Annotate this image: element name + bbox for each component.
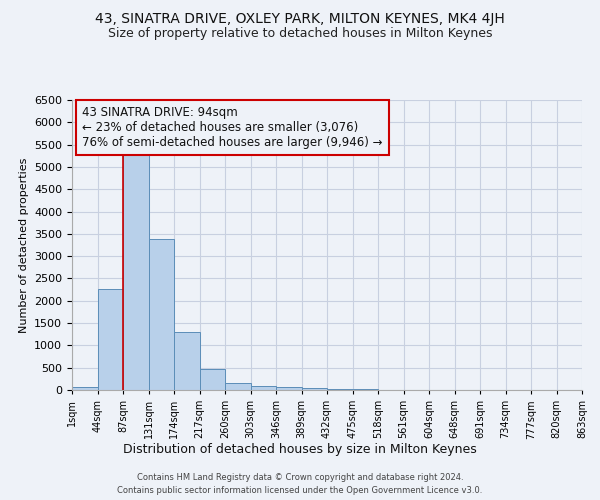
Bar xyxy=(149,239,174,390)
Y-axis label: Number of detached properties: Number of detached properties xyxy=(19,158,29,332)
Text: Size of property relative to detached houses in Milton Keynes: Size of property relative to detached ho… xyxy=(108,28,492,40)
Bar xyxy=(302,388,327,390)
Bar xyxy=(199,368,225,390)
Bar xyxy=(353,389,378,390)
Bar xyxy=(72,387,97,390)
Bar xyxy=(123,147,149,390)
Text: Contains HM Land Registry data © Crown copyright and database right 2024.: Contains HM Land Registry data © Crown c… xyxy=(137,472,463,482)
Text: Contains public sector information licensed under the Open Government Licence v3: Contains public sector information licen… xyxy=(118,486,482,495)
Bar xyxy=(251,386,276,390)
Bar xyxy=(276,388,302,390)
Text: Distribution of detached houses by size in Milton Keynes: Distribution of detached houses by size … xyxy=(123,442,477,456)
Text: 43 SINATRA DRIVE: 94sqm
← 23% of detached houses are smaller (3,076)
76% of semi: 43 SINATRA DRIVE: 94sqm ← 23% of detache… xyxy=(82,106,383,149)
Bar xyxy=(97,288,123,390)
Text: 43, SINATRA DRIVE, OXLEY PARK, MILTON KEYNES, MK4 4JH: 43, SINATRA DRIVE, OXLEY PARK, MILTON KE… xyxy=(95,12,505,26)
Bar xyxy=(225,383,251,390)
Bar xyxy=(174,332,199,390)
Bar xyxy=(327,388,353,390)
